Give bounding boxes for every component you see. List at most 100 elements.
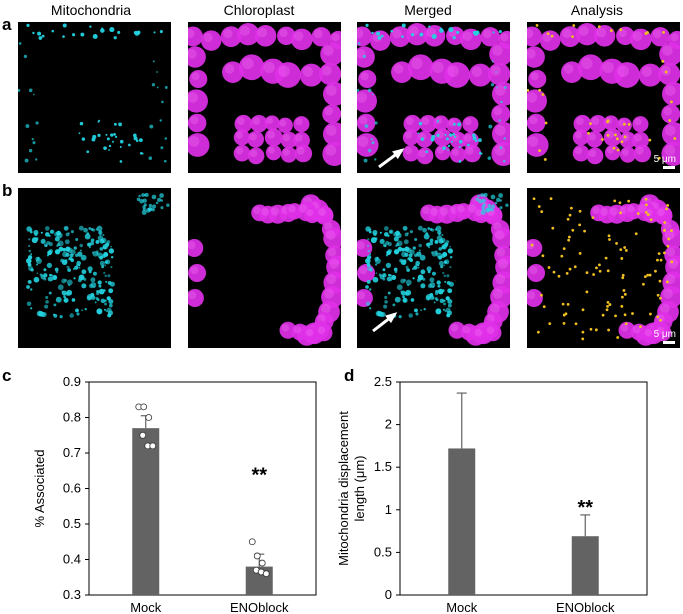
mitochondria-spot — [96, 289, 100, 293]
chloroplast-highlight — [281, 323, 290, 332]
mitochondria-spot — [43, 277, 47, 281]
mitochondria-spot — [384, 295, 388, 300]
chloroplast-highlight — [305, 328, 314, 337]
mitochondria-spot — [27, 279, 32, 284]
mitochondria-spot — [63, 225, 69, 231]
chloroplast-highlight — [490, 65, 501, 76]
mitochondria-spot — [90, 282, 97, 288]
chloroplast-cell — [222, 61, 244, 83]
mitochondria-spot — [426, 242, 431, 247]
mitochondria-spot — [78, 132, 81, 135]
mitochondria-spot — [444, 242, 449, 247]
chloroplast-highlight — [261, 208, 270, 216]
mitochondria-spot — [62, 35, 65, 38]
chloroplast-cell — [234, 114, 253, 133]
mitochondria-spot — [99, 260, 105, 266]
chloroplast-cell — [277, 117, 293, 133]
mitochondria-spot — [417, 225, 423, 231]
chloroplast-cell — [539, 30, 561, 51]
mitochondria-spot — [105, 242, 110, 247]
chloroplast-highlight — [418, 149, 427, 158]
chloroplast-cell — [633, 144, 652, 163]
mitochondria-spot — [477, 194, 480, 198]
mitochondria-spot — [29, 228, 32, 231]
chloroplast-highlight — [279, 28, 288, 38]
mitochondria-spot — [380, 312, 386, 317]
chloroplast-highlight — [235, 146, 244, 155]
mitochondria-spot — [357, 88, 360, 92]
analysis-dot — [550, 34, 554, 38]
analysis-dot — [657, 252, 661, 255]
chloroplast-cell — [391, 61, 413, 83]
mitochondria-spot — [392, 303, 396, 307]
analysis-dot — [627, 123, 631, 126]
mitochondria-spot — [26, 258, 32, 264]
chloroplast-cell — [573, 114, 592, 133]
mitochondria-spot — [23, 54, 28, 59]
y-axis-label: Mitochondria displacement — [336, 411, 351, 566]
analysis-dot — [581, 337, 585, 341]
chloroplast-highlight — [527, 92, 538, 103]
mitochondria-spot — [429, 238, 434, 243]
chloroplast-highlight — [325, 85, 337, 96]
chloroplast-highlight — [620, 323, 629, 332]
chloroplast-cell — [315, 324, 333, 342]
mitochondria-spot — [142, 205, 146, 209]
analysis-dot — [613, 199, 617, 203]
mitochondria-spot — [445, 137, 449, 141]
mitochondria-spot — [138, 194, 141, 198]
mitochondria-spot — [367, 88, 372, 93]
mitochondria-spot — [49, 230, 54, 234]
mitochondria-spot — [26, 23, 30, 27]
analysis-dot — [589, 327, 593, 331]
significance-annotation: ** — [251, 464, 267, 486]
mitochondria-spot — [49, 273, 52, 277]
analysis-dot — [623, 246, 627, 249]
mitochondria-spot — [488, 124, 493, 129]
chloroplast-highlight — [408, 25, 419, 36]
mitochondria-spot — [498, 193, 503, 198]
mitochondria-spot — [403, 278, 407, 282]
mitochondria-spot — [48, 248, 53, 254]
mitochondria-spot — [31, 138, 34, 141]
mitochondria-spot — [503, 86, 507, 89]
mitochondria-spot — [417, 274, 424, 281]
data-point — [140, 403, 148, 411]
chloroplast-cell — [322, 142, 341, 166]
mitochondria-spot — [498, 30, 502, 34]
mitochondria-spot — [404, 232, 409, 237]
mitochondria-spot — [139, 198, 144, 204]
mitochondria-spot — [367, 148, 372, 153]
mitochondria-spot — [431, 228, 435, 232]
chloroplast-highlight — [188, 29, 195, 38]
mitochondria-spot — [391, 275, 397, 281]
mitochondria-spot — [475, 197, 480, 202]
analysis-dot — [585, 290, 589, 294]
mitochondria-spot — [368, 230, 372, 234]
chloroplast-cell — [528, 69, 547, 89]
mitochondria-spot — [451, 140, 454, 143]
chloroplast-highlight — [486, 326, 495, 334]
mitochondria-spot — [427, 227, 431, 230]
mitochondria-spot — [490, 208, 494, 212]
mitochondria-spot — [503, 137, 507, 140]
mitochondria-spot — [413, 265, 418, 270]
mitochondria-spot — [57, 240, 64, 247]
mitochondria-spot — [374, 263, 378, 266]
analysis-dot — [615, 241, 618, 245]
mitochondria-spot — [78, 264, 81, 267]
analysis-dot — [578, 209, 582, 213]
analysis-dot — [591, 216, 595, 219]
chloroplast-cell — [659, 42, 680, 66]
mitochondria-spot — [423, 233, 430, 240]
column-title-mitochondria: Mitochondria — [50, 2, 132, 18]
chloroplast-cell — [527, 133, 549, 157]
chloroplast-highlight — [464, 134, 472, 142]
mitochondria-spot — [110, 255, 114, 259]
bar-mock — [132, 428, 160, 595]
y-tick-label: 0.5 — [374, 544, 392, 559]
analysis-dot — [659, 318, 662, 322]
column-title-analysis: Analysis — [570, 2, 624, 18]
mitochondria-spot — [106, 307, 112, 313]
analysis-dot — [568, 213, 572, 217]
